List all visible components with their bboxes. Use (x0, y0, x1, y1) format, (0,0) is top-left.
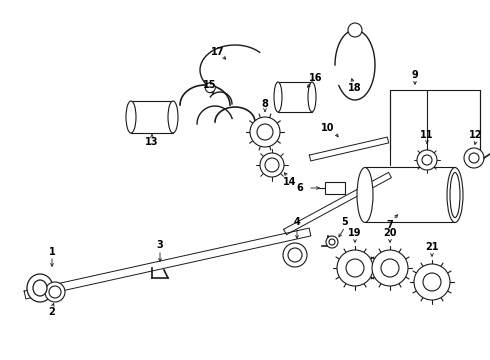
Bar (325, 182, 345, 194)
Circle shape (329, 239, 335, 245)
Circle shape (257, 124, 273, 140)
Text: 3: 3 (157, 240, 163, 250)
Bar (278, 82, 312, 112)
Text: 19: 19 (348, 228, 362, 238)
Polygon shape (284, 172, 392, 235)
Text: 10: 10 (321, 123, 335, 133)
Ellipse shape (450, 172, 460, 217)
Text: 1: 1 (49, 247, 55, 257)
Text: 2: 2 (49, 307, 55, 317)
Circle shape (422, 155, 432, 165)
Text: 13: 13 (145, 137, 159, 147)
Circle shape (346, 259, 364, 277)
Text: 20: 20 (383, 228, 397, 238)
Text: 14: 14 (283, 177, 297, 187)
Circle shape (381, 259, 399, 277)
Ellipse shape (308, 82, 316, 112)
Text: 8: 8 (262, 99, 269, 109)
Text: 5: 5 (342, 217, 348, 227)
Polygon shape (24, 228, 311, 299)
Circle shape (337, 250, 373, 286)
Circle shape (423, 273, 441, 291)
Text: 6: 6 (296, 183, 303, 193)
Ellipse shape (357, 167, 373, 222)
Circle shape (348, 23, 362, 37)
Ellipse shape (33, 280, 47, 296)
Text: 9: 9 (412, 70, 418, 80)
Text: 4: 4 (294, 217, 300, 227)
Ellipse shape (168, 101, 178, 133)
Ellipse shape (126, 101, 136, 133)
Ellipse shape (27, 274, 53, 302)
Circle shape (49, 286, 61, 298)
Circle shape (414, 264, 450, 300)
Circle shape (205, 83, 215, 93)
Circle shape (260, 153, 284, 177)
Text: 7: 7 (387, 220, 393, 230)
Text: 11: 11 (420, 130, 434, 140)
Text: 15: 15 (203, 80, 217, 90)
Bar (365, 167, 455, 222)
Circle shape (265, 158, 279, 172)
Circle shape (469, 153, 479, 163)
Bar (131, 101, 173, 133)
Circle shape (45, 282, 65, 302)
Circle shape (250, 117, 280, 147)
Text: 18: 18 (348, 83, 362, 93)
Ellipse shape (274, 82, 282, 112)
Text: 17: 17 (211, 47, 225, 57)
Circle shape (464, 148, 484, 168)
Circle shape (372, 250, 408, 286)
Text: 21: 21 (425, 242, 439, 252)
Ellipse shape (447, 167, 463, 222)
Circle shape (283, 243, 307, 267)
Circle shape (326, 236, 338, 248)
Text: 16: 16 (309, 73, 323, 83)
Circle shape (288, 248, 302, 262)
Circle shape (417, 150, 437, 170)
Polygon shape (309, 137, 389, 161)
Text: 12: 12 (469, 130, 483, 140)
